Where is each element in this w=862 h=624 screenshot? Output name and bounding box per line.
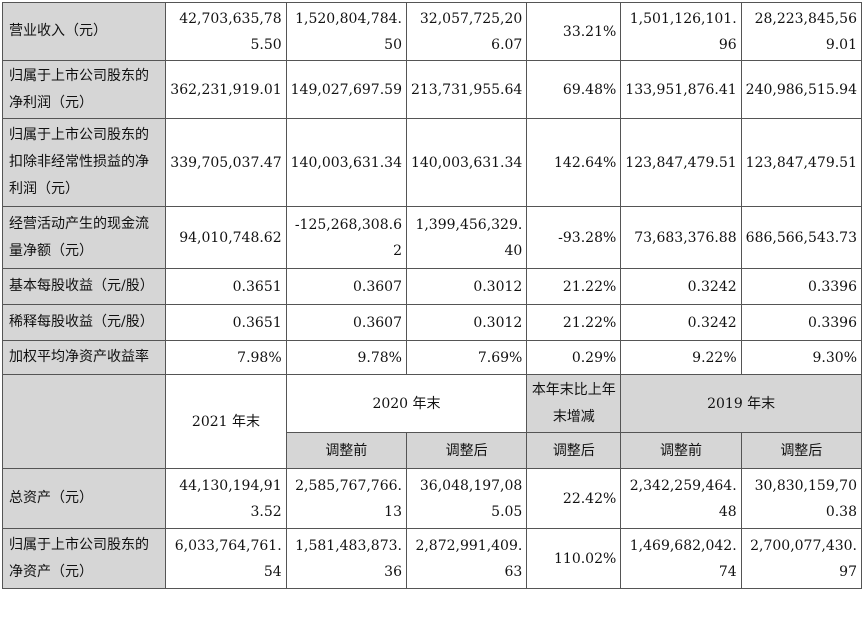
table-header-row: 调整前 调整后 调整后 调整前 调整后 [3, 432, 862, 469]
row-label: 总资产（元） [1, 468, 167, 529]
header-2020-after-adj: 调整后 [405, 432, 528, 469]
value-cell: 2,872,991,409.63 [405, 528, 528, 589]
value-cell: 2,585,767,766.13 [285, 468, 407, 529]
value-cell: 110.02% [526, 528, 622, 589]
row-label: 加权平均净资产收益率 [1, 340, 167, 375]
value-cell: 686,566,543.73 [740, 206, 862, 269]
value-cell: 36,048,197,085.05 [405, 468, 528, 529]
value-cell: 9.22% [620, 340, 742, 375]
value-cell: 44,130,194,913.52 [165, 468, 287, 529]
table-row: 归属于上市公司股东的净资产（元） 6,033,764,761.54 1,581,… [1, 528, 862, 589]
value-cell: 6,033,764,761.54 [165, 528, 287, 589]
value-cell: -125,268,308.62 [285, 206, 407, 269]
table-row: 经营活动产生的现金流量净额（元） 94,010,748.62 -125,268,… [1, 206, 862, 269]
value-cell: 0.3651 [165, 304, 287, 341]
table-row: 总资产（元） 44,130,194,913.52 2,585,767,766.1… [1, 468, 862, 529]
table-header-row: 2021 年末 2020 年末 本年末比上年末增减 2019 年末 [1, 374, 862, 469]
value-cell: 0.3242 [620, 268, 742, 305]
value-cell: 123,847,479.51 [620, 118, 742, 207]
value-cell: 32,057,725,206.07 [405, 2, 528, 61]
value-cell: 362,231,919.01 [165, 60, 287, 119]
financial-data-table: 营业收入（元） 42,703,635,785.50 1,520,804,784.… [1, 2, 862, 589]
header-blank-cell [1, 374, 167, 469]
value-cell: 7.69% [405, 340, 528, 375]
header-2019-after-adj: 调整后 [740, 432, 862, 469]
header-2019-before-adj: 调整前 [620, 432, 742, 469]
value-cell: 33.21% [526, 2, 622, 61]
row-label: 基本每股收益（元/股） [1, 268, 167, 305]
value-cell: 0.3012 [405, 268, 528, 305]
value-cell: 9.78% [285, 340, 407, 375]
header-2020: 2020 年末 [285, 374, 528, 433]
value-cell: 1,469,682,042.74 [620, 528, 742, 589]
table-row: 基本每股收益（元/股） 0.3651 0.3607 0.3012 21.22% … [1, 268, 862, 305]
table-row: 稀释每股收益（元/股） 0.3651 0.3607 0.3012 21.22% … [1, 304, 862, 341]
value-cell: 0.3396 [740, 304, 862, 341]
value-cell: 21.22% [526, 268, 622, 305]
row-label: 归属于上市公司股东的扣除非经常性损益的净利润（元） [1, 118, 167, 207]
table-row: 加权平均净资产收益率 7.98% 9.78% 7.69% 0.29% 9.22%… [1, 340, 862, 375]
value-cell: 0.3242 [620, 304, 742, 341]
header-change: 本年末比上年末增减 [526, 374, 622, 433]
row-label: 稀释每股收益（元/股） [1, 304, 167, 341]
value-cell: 133,951,876.41 [620, 60, 742, 119]
value-cell: 339,705,037.47 [165, 118, 287, 207]
value-cell: 0.3607 [285, 268, 407, 305]
value-cell: 0.3012 [405, 304, 528, 341]
header-2020-before-adj: 调整前 [285, 432, 407, 469]
value-cell: 0.3607 [285, 304, 407, 341]
value-cell: 1,399,456,329.40 [405, 206, 528, 269]
header-2021: 2021 年末 [165, 374, 287, 469]
value-cell: 0.3396 [740, 268, 862, 305]
value-cell: 1,501,126,101.96 [620, 2, 742, 61]
value-cell: 2,700,077,430.97 [740, 528, 862, 589]
value-cell: 94,010,748.62 [165, 206, 287, 269]
table-row: 营业收入（元） 42,703,635,785.50 1,520,804,784.… [1, 2, 862, 61]
value-cell: 0.29% [526, 340, 622, 375]
header-2019: 2019 年末 [620, 374, 862, 433]
value-cell: 149,027,697.59 [285, 60, 407, 119]
value-cell: 0.3651 [165, 268, 287, 305]
value-cell: 28,223,845,569.01 [740, 2, 862, 61]
value-cell: 21.22% [526, 304, 622, 341]
value-cell: 42,703,635,785.50 [165, 2, 287, 61]
value-cell: 30,830,159,700.38 [740, 468, 862, 529]
table-row: 归属于上市公司股东的扣除非经常性损益的净利润（元） 339,705,037.47… [1, 118, 862, 207]
row-label: 归属于上市公司股东的净利润（元） [1, 60, 167, 119]
table-row: 归属于上市公司股东的净利润（元） 362,231,919.01 149,027,… [1, 60, 862, 119]
row-label: 经营活动产生的现金流量净额（元） [1, 206, 167, 269]
row-label: 归属于上市公司股东的净资产（元） [1, 528, 167, 589]
value-cell: 22.42% [526, 468, 622, 529]
value-cell: 73,683,376.88 [620, 206, 742, 269]
value-cell: 1,520,804,784.50 [285, 2, 407, 61]
value-cell: 240,986,515.94 [740, 60, 862, 119]
row-label: 营业收入（元） [1, 2, 167, 61]
value-cell: 9.30% [740, 340, 862, 375]
value-cell: 69.48% [526, 60, 622, 119]
header-change-after-adj: 调整后 [526, 432, 622, 469]
value-cell: 7.98% [165, 340, 287, 375]
value-cell: -93.28% [526, 206, 622, 269]
value-cell: 140,003,631.34 [285, 118, 407, 207]
value-cell: 123,847,479.51 [740, 118, 862, 207]
value-cell: 213,731,955.64 [405, 60, 528, 119]
value-cell: 142.64% [526, 118, 622, 207]
value-cell: 1,581,483,873.36 [285, 528, 407, 589]
value-cell: 140,003,631.34 [405, 118, 528, 207]
value-cell: 2,342,259,464.48 [620, 468, 742, 529]
